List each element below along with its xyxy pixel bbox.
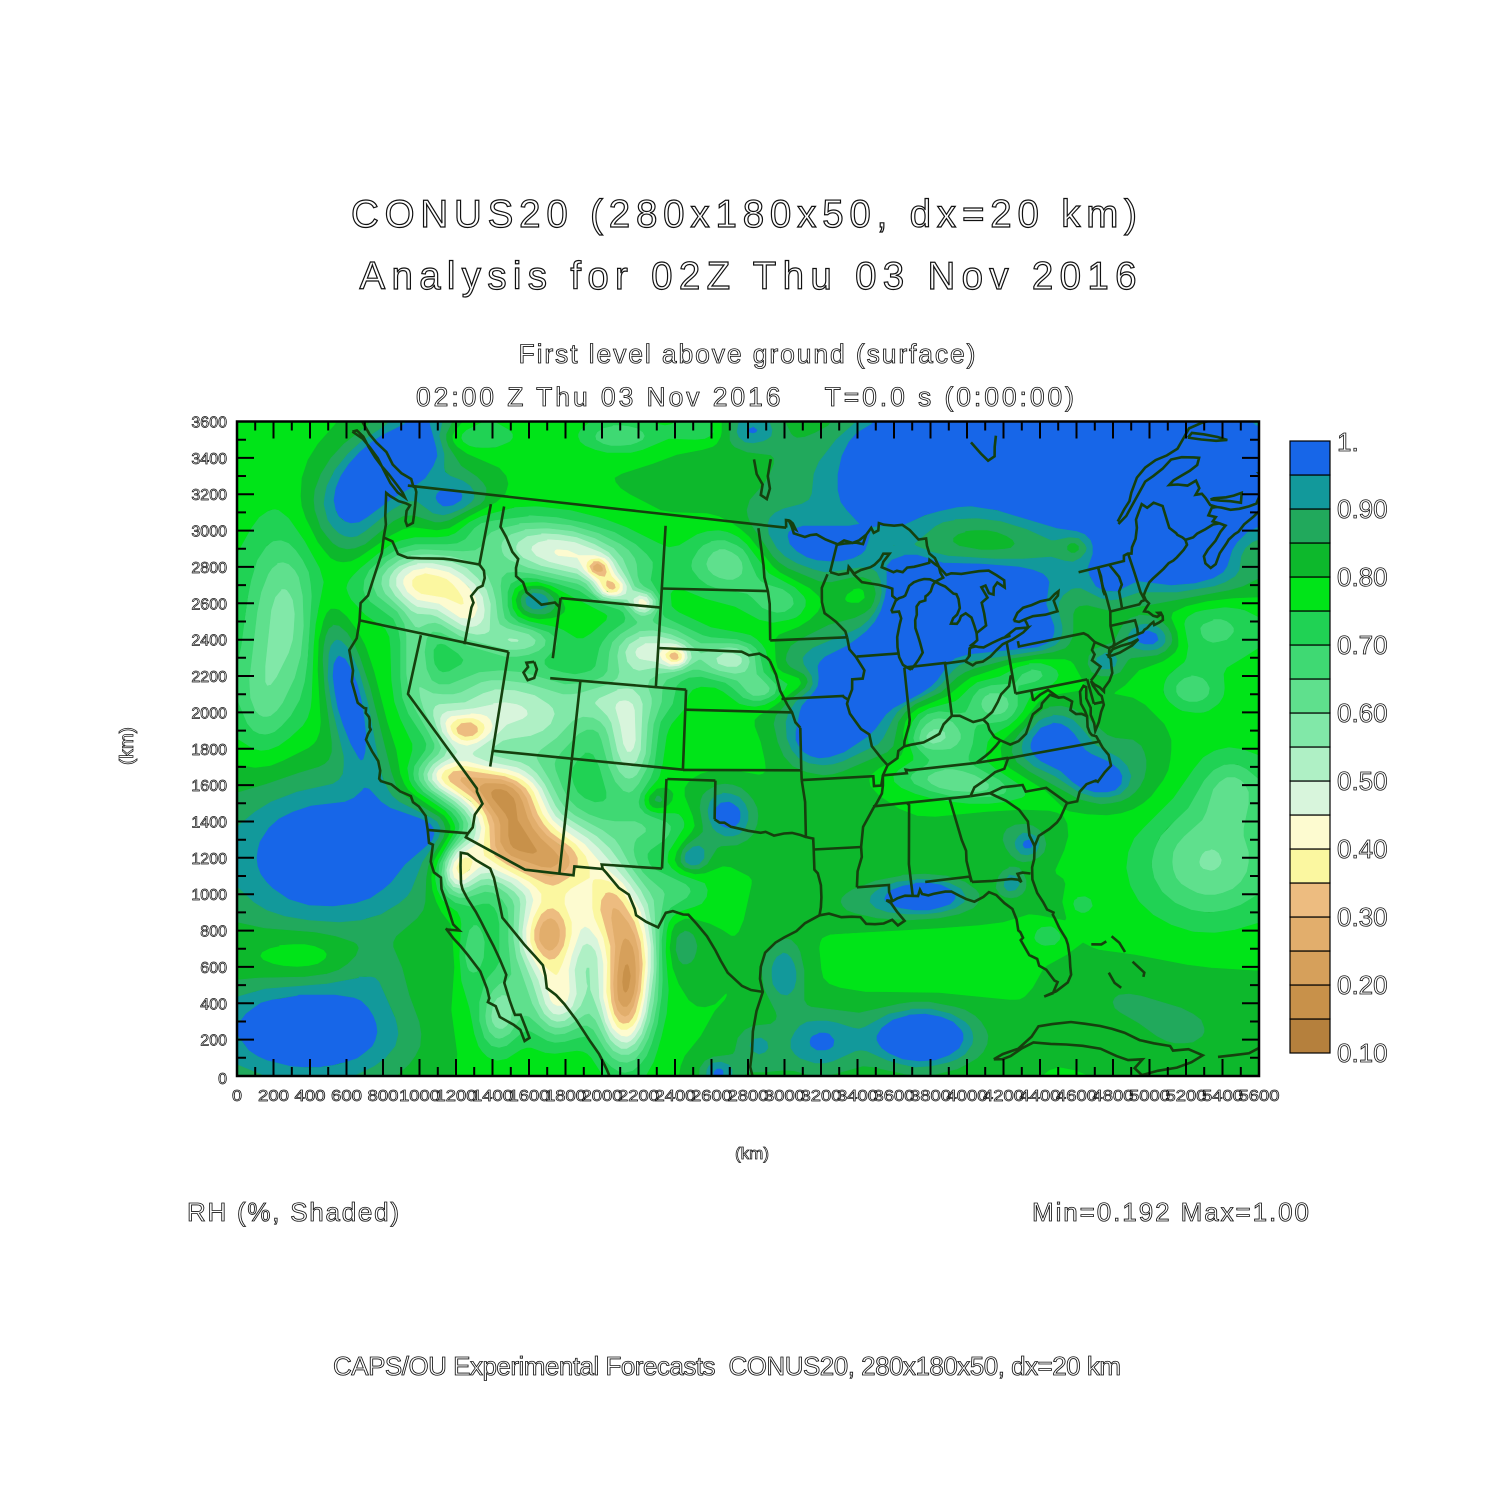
svg-text:0.40: 0.40 [1337, 834, 1388, 864]
svg-text:3400: 3400 [191, 451, 227, 468]
svg-text:CONUS20 (280x180x50, dx=20 km): CONUS20 (280x180x50, dx=20 km) [351, 193, 1137, 236]
svg-text:0.60: 0.60 [1337, 698, 1388, 728]
svg-text:200: 200 [200, 1033, 227, 1050]
svg-text:5600: 5600 [1239, 1088, 1280, 1105]
svg-text:5200: 5200 [1166, 1088, 1207, 1105]
svg-text:2200: 2200 [191, 669, 227, 686]
svg-text:1400: 1400 [191, 815, 227, 832]
svg-text:2600: 2600 [191, 596, 227, 613]
svg-text:3200: 3200 [191, 487, 227, 504]
svg-text:5000: 5000 [1129, 1088, 1170, 1105]
svg-text:2400: 2400 [655, 1088, 696, 1105]
svg-text:0.70: 0.70 [1337, 630, 1388, 660]
svg-text:200: 200 [258, 1088, 289, 1105]
svg-text:2600: 2600 [691, 1088, 732, 1105]
svg-text:CAPS/OU Experimental Forecasts: CAPS/OU Experimental Forecasts CONUS20, … [333, 1351, 1121, 1381]
svg-text:1200: 1200 [436, 1088, 477, 1105]
svg-text:2800: 2800 [728, 1088, 769, 1105]
svg-text:1.: 1. [1337, 427, 1359, 457]
svg-text:02:00 Z Thu 03 Nov 2016 T=0: 02:00 Z Thu 03 Nov 2016 T=0.0 s (0:00:00… [416, 382, 1074, 412]
svg-text:RH (%, Shaded): RH (%, Shaded) [187, 1197, 399, 1227]
svg-text:3000: 3000 [764, 1088, 805, 1105]
svg-text:4600: 4600 [1056, 1088, 1097, 1105]
svg-text:4200: 4200 [983, 1088, 1024, 1105]
svg-text:0.20: 0.20 [1337, 970, 1388, 1000]
svg-text:2000: 2000 [582, 1088, 623, 1105]
svg-text:3000: 3000 [191, 524, 227, 541]
svg-text:First level above ground (surf: First level above ground (surface) [519, 339, 976, 369]
svg-text:1200: 1200 [191, 851, 227, 868]
svg-text:1400: 1400 [472, 1088, 513, 1105]
svg-text:3800: 3800 [910, 1088, 951, 1105]
svg-text:3600: 3600 [191, 415, 227, 432]
svg-text:2000: 2000 [191, 705, 227, 722]
svg-text:1800: 1800 [545, 1088, 586, 1105]
svg-text:0.80: 0.80 [1337, 562, 1388, 592]
svg-text:3600: 3600 [874, 1088, 915, 1105]
svg-text:800: 800 [368, 1088, 399, 1105]
svg-text:2800: 2800 [191, 560, 227, 577]
svg-text:4800: 4800 [1093, 1088, 1134, 1105]
svg-text:0.10: 0.10 [1337, 1038, 1388, 1068]
svg-text:1800: 1800 [191, 742, 227, 759]
svg-text:2200: 2200 [618, 1088, 659, 1105]
svg-text:1600: 1600 [191, 778, 227, 795]
svg-text:1600: 1600 [509, 1088, 550, 1105]
svg-text:1000: 1000 [399, 1088, 440, 1105]
svg-text:0: 0 [218, 1071, 227, 1088]
svg-text:800: 800 [200, 924, 227, 941]
svg-text:3400: 3400 [837, 1088, 878, 1105]
svg-text:4400: 4400 [1020, 1088, 1061, 1105]
svg-text:0.90: 0.90 [1337, 494, 1388, 524]
svg-text:0.50: 0.50 [1337, 766, 1388, 796]
svg-text:400: 400 [295, 1088, 326, 1105]
svg-text:600: 600 [331, 1088, 362, 1105]
svg-text:(km): (km) [735, 1144, 769, 1163]
svg-text:0.30: 0.30 [1337, 902, 1388, 932]
svg-text:(km): (km) [117, 727, 138, 765]
svg-text:600: 600 [200, 960, 227, 977]
svg-text:400: 400 [200, 996, 227, 1013]
svg-text:4000: 4000 [947, 1088, 988, 1105]
svg-text:5400: 5400 [1202, 1088, 1243, 1105]
svg-text:0: 0 [232, 1088, 242, 1105]
svg-text:2400: 2400 [191, 633, 227, 650]
svg-text:3200: 3200 [801, 1088, 842, 1105]
svg-text:1000: 1000 [191, 887, 227, 904]
